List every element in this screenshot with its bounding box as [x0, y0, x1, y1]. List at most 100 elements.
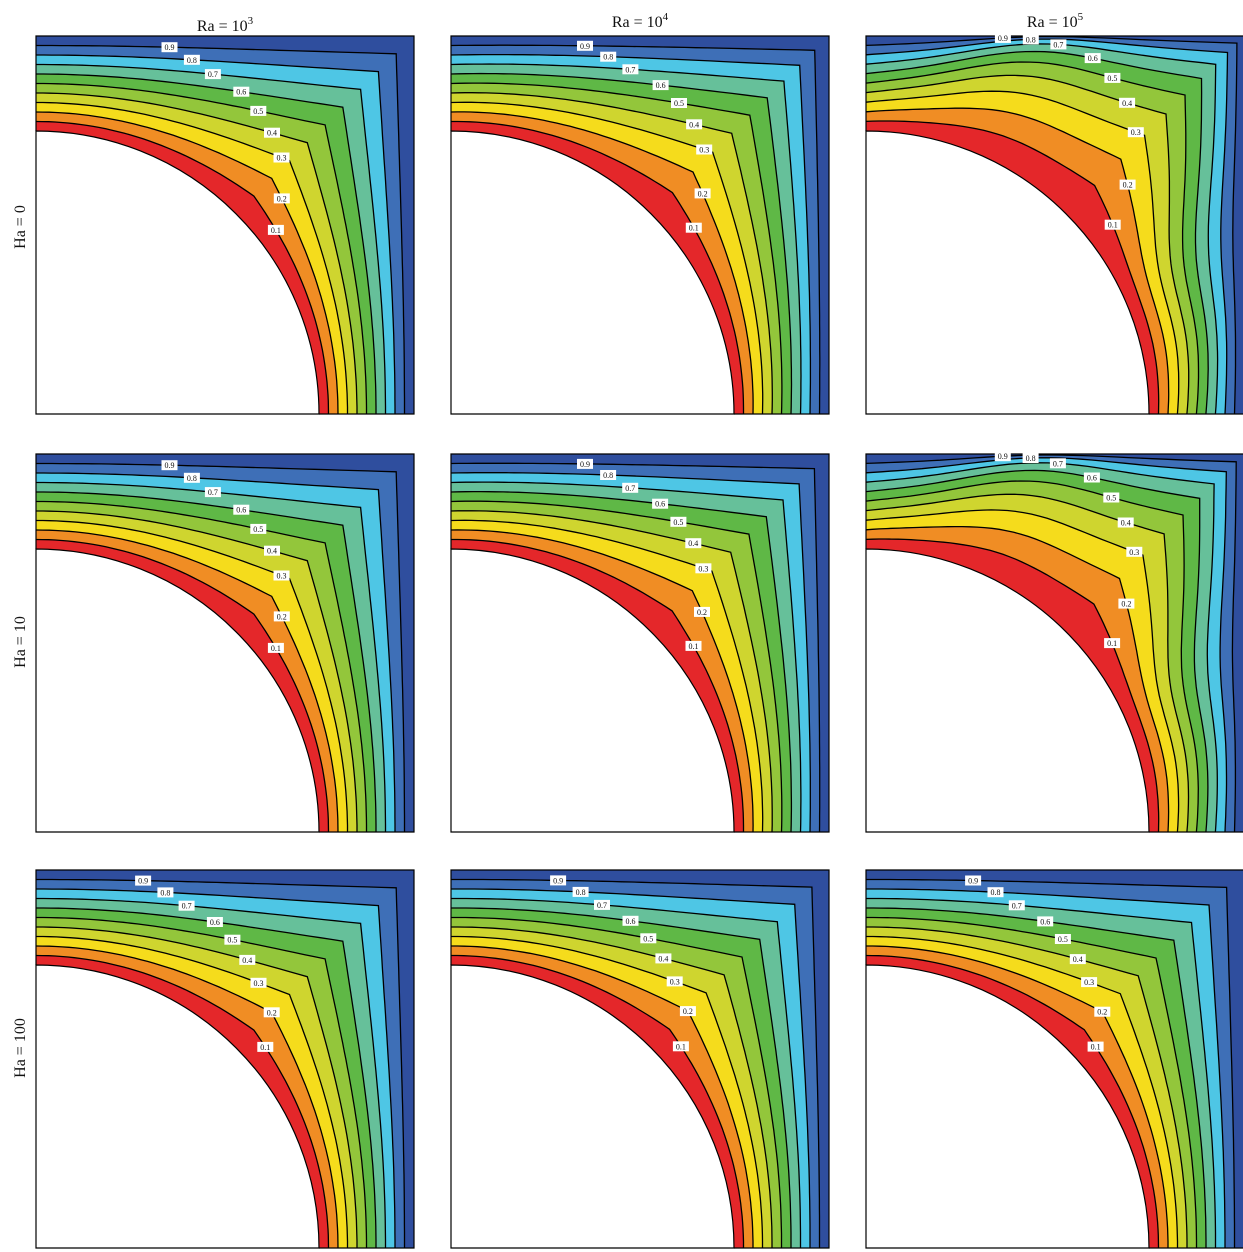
column-header-ra-1e3: Ra = 103 — [197, 15, 254, 35]
contour-panel-r0-c0: 0.9 0.8 0.7 0.6 0.5 0.4 0.3 0.2 0.1 — [35, 35, 415, 415]
contour-label: 0.8 — [1022, 453, 1039, 463]
contour-label-text: 0.3 — [1084, 978, 1094, 987]
isotherm-line — [35, 111, 339, 415]
contour-label: 0.1 — [1087, 1041, 1104, 1052]
contour-label-text: 0.6 — [1087, 474, 1097, 483]
contour-label: 0.9 — [994, 451, 1011, 462]
contour-label-text: 0.4 — [267, 129, 277, 138]
isotherm-line — [865, 74, 1190, 415]
contour-label: 0.7 — [622, 482, 639, 493]
isotherm-line — [36, 54, 396, 414]
contour-label: 0.7 — [1008, 900, 1025, 911]
temperature-band — [866, 51, 1209, 414]
contour-panel-r1-c2: 0.9 0.8 0.7 0.6 0.5 0.4 0.3 0.2 0.1 — [865, 451, 1243, 833]
contour-label-text: 0.4 — [1073, 955, 1083, 964]
isotherm-line — [36, 491, 377, 832]
isotherm-line — [36, 935, 349, 1248]
enclosure-wall — [450, 869, 830, 1249]
contour-label-text: 0.5 — [673, 518, 683, 527]
contour-label: 0.2 — [1118, 598, 1135, 609]
hot-cylinder — [35, 548, 320, 833]
contour-panel-r2-c0: 0.9 0.8 0.7 0.6 0.5 0.4 0.3 0.2 0.1 — [35, 869, 415, 1249]
hot-cylinder — [865, 130, 1150, 415]
contour-label-text: 0.1 — [689, 224, 699, 233]
isotherm-line — [865, 462, 1218, 833]
temperature-band — [36, 112, 338, 414]
isotherm-line — [36, 878, 406, 1248]
contour-label: 0.2 — [694, 606, 710, 617]
isotherm-line — [865, 493, 1190, 833]
isotherm-line — [451, 120, 745, 414]
isotherm-line — [450, 519, 764, 833]
contour-label: 0.4 — [264, 545, 280, 556]
contour-label-text: 0.5 — [253, 107, 263, 116]
contour-panel-r0-c1: 0.9 0.8 0.7 0.6 0.5 0.4 0.3 0.2 0.1 — [450, 35, 830, 415]
isotherm-line — [450, 481, 802, 833]
contour-label: 0.6 — [622, 915, 639, 926]
isotherm-line — [451, 926, 773, 1248]
contour-label: 0.6 — [1037, 916, 1054, 927]
contour-label-text: 0.2 — [683, 1007, 693, 1016]
contour-label: 0.7 — [204, 487, 221, 498]
contour-label: 0.4 — [239, 954, 256, 965]
isotherm-line — [36, 926, 358, 1248]
contour-label-text: 0.9 — [580, 460, 590, 469]
isotherm-line — [450, 72, 793, 415]
temperature-band — [866, 470, 1208, 832]
contour-panel-r1-c0: 0.9 0.8 0.7 0.6 0.5 0.4 0.3 0.2 0.1 — [35, 453, 415, 833]
temperature-band — [36, 946, 338, 1248]
hot-cylinder — [865, 548, 1150, 833]
contour-label-text: 0.6 — [236, 506, 246, 515]
contour-label-text: 0.6 — [656, 81, 666, 90]
isotherm-line — [450, 472, 811, 833]
hot-cylinder — [450, 130, 735, 415]
contour-label-text: 0.3 — [670, 977, 680, 986]
isotherm-line — [451, 954, 745, 1248]
isotherm-line — [35, 954, 330, 1249]
contour-label-text: 0.7 — [208, 70, 218, 79]
contour-label-text: 0.9 — [553, 876, 563, 885]
isotherm-line — [36, 897, 387, 1248]
isotherm-line — [36, 82, 368, 414]
isotherm-line — [866, 935, 1179, 1248]
temperature-band — [451, 908, 791, 1248]
hot-cylinder — [35, 964, 320, 1249]
contour-label: 0.9 — [577, 458, 593, 469]
contour-label: 0.6 — [233, 504, 250, 515]
isotherm-line — [36, 500, 368, 832]
contour-label-text: 0.7 — [182, 902, 192, 911]
isotherm-line — [451, 897, 802, 1248]
contour-label-text: 0.2 — [697, 608, 707, 617]
isotherm-line — [450, 92, 773, 415]
contour-label: 0.9 — [994, 32, 1011, 43]
contour-label-text: 0.9 — [968, 877, 978, 886]
contour-label: 0.8 — [600, 51, 617, 62]
contour-panel-r2-c1: 0.9 0.8 0.7 0.6 0.5 0.4 0.3 0.2 0.1 — [450, 869, 830, 1249]
contour-label: 0.5 — [1104, 72, 1121, 83]
contour-label-text: 0.7 — [597, 901, 607, 910]
contour-label: 0.4 — [1119, 97, 1136, 108]
temperature-band — [451, 946, 753, 1248]
isotherm-line — [35, 120, 330, 415]
contour-label-text: 0.1 — [689, 642, 699, 651]
isotherm-line — [36, 888, 396, 1248]
contour-label: 0.4 — [686, 119, 703, 130]
contour-label-text: 0.5 — [1106, 494, 1116, 503]
contour-label-text: 0.3 — [699, 146, 709, 155]
contour-label-text: 0.7 — [1053, 459, 1063, 468]
contour-label-text: 0.4 — [242, 956, 252, 965]
isotherm-line — [451, 907, 792, 1248]
contour-label: 0.9 — [161, 42, 178, 53]
contour-label: 0.5 — [670, 516, 687, 527]
contour-label-text: 0.3 — [1131, 128, 1141, 137]
contour-label-text: 0.8 — [187, 474, 197, 483]
temperature-band — [451, 898, 801, 1248]
contour-label-text: 0.2 — [277, 194, 287, 203]
contour-label: 0.2 — [679, 1006, 696, 1017]
temperature-band — [866, 62, 1199, 414]
isotherm-line — [35, 538, 330, 833]
row-header-ha-100: Ha = 100 — [12, 1018, 29, 1078]
isotherm-line — [36, 510, 358, 832]
isotherm-line — [36, 916, 368, 1248]
contour-label-text: 0.6 — [655, 500, 665, 509]
